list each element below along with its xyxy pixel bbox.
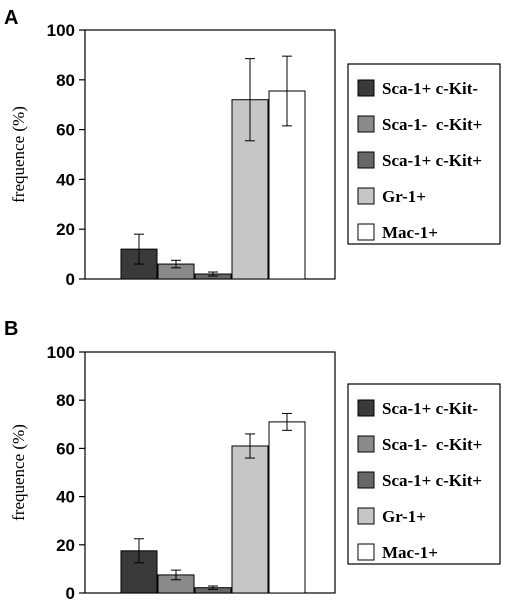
y-tick-label: 0 (66, 584, 75, 601)
panel-letter: A (4, 7, 18, 29)
y-tick-label: 20 (56, 220, 75, 239)
legend-label: Mac-1+ (382, 543, 438, 562)
y-tick-label: 40 (56, 170, 75, 189)
y-tick-label: 80 (56, 391, 75, 410)
y-tick-label: 0 (66, 270, 75, 289)
chart-panel-a: A 0 20 40 60 80 100 frequence (%) Sca-1+ c-Kit- S… (4, 7, 501, 289)
legend-label: Gr-1+ (382, 507, 426, 526)
legend-label: Sca-1- c-Kit+ (382, 435, 482, 454)
legend-label: Sca-1+ c-Kit+ (382, 471, 482, 490)
legend-swatch (357, 115, 375, 133)
y-tick-label: 100 (47, 21, 75, 40)
legend-swatch (357, 151, 375, 169)
panel-letter: B (4, 318, 18, 340)
legend-label: Gr-1+ (382, 187, 426, 206)
legend-swatch (357, 187, 375, 205)
legend-label: Sca-1+ c-Kit- (382, 399, 478, 418)
chart-panel-b: B 0 20 40 60 80 100 frequence (%) Sca-1+ c-Kit- S… (4, 318, 501, 601)
y-axis-label: frequence (%) (9, 106, 28, 203)
legend-swatch (357, 399, 375, 417)
y-tick-label: 80 (56, 71, 75, 90)
y-tick-label: 60 (56, 439, 75, 458)
legend-label: Sca-1- c-Kit+ (382, 115, 482, 134)
legend-swatch (357, 507, 375, 525)
legend-label: Sca-1+ c-Kit+ (382, 151, 482, 170)
bar (231, 445, 269, 594)
y-tick-label: 20 (56, 536, 75, 555)
legend-label: Sca-1+ c-Kit- (382, 79, 478, 98)
y-axis-label: frequence (%) (9, 424, 28, 521)
legend-swatch (357, 79, 375, 97)
bar (268, 421, 306, 594)
legend-swatch (357, 471, 375, 489)
legend-swatch (357, 223, 375, 241)
legend-swatch (357, 435, 375, 453)
legend-swatch (357, 543, 375, 561)
y-tick-label: 40 (56, 488, 75, 507)
legend-label: Mac-1+ (382, 223, 438, 242)
y-tick-label: 100 (47, 343, 75, 362)
y-tick-label: 60 (56, 121, 75, 140)
